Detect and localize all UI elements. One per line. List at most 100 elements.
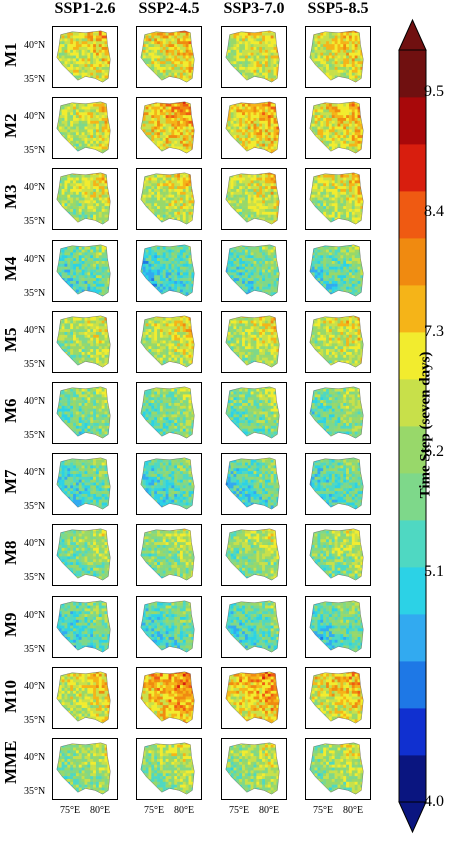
map-cell bbox=[279, 172, 282, 175]
map-cell bbox=[140, 203, 144, 207]
map-cell bbox=[188, 44, 192, 48]
map-cell bbox=[357, 152, 361, 154]
map-cell bbox=[179, 123, 184, 128]
map-cell bbox=[53, 181, 56, 184]
map-cell bbox=[328, 38, 333, 42]
map-cell bbox=[270, 41, 274, 45]
map-cell bbox=[95, 72, 100, 76]
map-cell bbox=[222, 30, 225, 33]
map-cell bbox=[270, 118, 274, 122]
map-cell bbox=[179, 44, 184, 48]
map-cell bbox=[236, 72, 240, 76]
map-cell bbox=[61, 32, 65, 36]
map-cell bbox=[259, 146, 263, 150]
map-cell bbox=[282, 187, 285, 190]
map-cell bbox=[273, 186, 277, 190]
map-cell bbox=[366, 50, 369, 53]
map-cell bbox=[250, 55, 254, 59]
map-cell bbox=[67, 58, 71, 62]
map-cell bbox=[351, 126, 355, 130]
map-cell bbox=[84, 180, 88, 184]
map-cell bbox=[87, 200, 91, 204]
map-cell bbox=[61, 38, 65, 42]
map-cell bbox=[323, 55, 327, 59]
map-cell bbox=[101, 30, 105, 33]
map-cell bbox=[177, 118, 181, 122]
map-cell bbox=[363, 70, 366, 73]
map-cell bbox=[311, 69, 315, 73]
map-cell bbox=[334, 38, 338, 42]
map-cell bbox=[142, 200, 146, 204]
map-cell bbox=[142, 132, 146, 136]
map-cell bbox=[366, 73, 369, 76]
map-cell bbox=[306, 47, 309, 50]
map-cell bbox=[113, 127, 116, 130]
map-cell bbox=[174, 44, 178, 48]
map-cell bbox=[354, 46, 358, 51]
map-cell bbox=[357, 61, 361, 65]
map-cell bbox=[247, 49, 251, 53]
map-cell bbox=[58, 223, 62, 225]
map-cell bbox=[323, 135, 327, 139]
map-cell bbox=[197, 84, 200, 86]
map-cell bbox=[61, 189, 65, 193]
map-cell bbox=[230, 141, 234, 145]
map-cell bbox=[314, 61, 318, 65]
map-cell bbox=[351, 138, 355, 142]
map-cell bbox=[151, 52, 155, 56]
map-cell bbox=[189, 169, 192, 172]
map-cell bbox=[236, 98, 239, 101]
map-cell bbox=[179, 209, 184, 213]
map-cell bbox=[70, 175, 74, 179]
map-cell bbox=[154, 203, 158, 207]
map-cell bbox=[98, 64, 102, 68]
map-cell bbox=[146, 84, 149, 86]
map-cell bbox=[113, 124, 116, 127]
map-cell bbox=[101, 203, 105, 207]
map-cell bbox=[320, 44, 324, 48]
map-cell bbox=[148, 118, 152, 122]
map-cell bbox=[270, 189, 274, 193]
map-cell bbox=[177, 30, 181, 33]
map-cell bbox=[366, 41, 369, 44]
map-cell bbox=[90, 66, 94, 71]
map-cell bbox=[357, 44, 361, 48]
map-cell bbox=[225, 173, 229, 176]
map-cell bbox=[140, 123, 144, 128]
map-cell bbox=[56, 220, 60, 224]
map-cell bbox=[230, 58, 234, 62]
map-cell bbox=[227, 38, 231, 42]
map-cell bbox=[64, 220, 68, 224]
map-cell bbox=[256, 155, 259, 157]
map-cell bbox=[101, 44, 105, 48]
map-cell bbox=[140, 215, 144, 219]
map-cell bbox=[113, 195, 116, 198]
map-cell bbox=[93, 109, 97, 113]
map-cell bbox=[267, 200, 271, 204]
map-cell bbox=[168, 126, 172, 130]
map-cell bbox=[73, 118, 77, 122]
map-cell bbox=[110, 181, 113, 184]
map-cell bbox=[338, 84, 341, 86]
map-cell bbox=[148, 58, 152, 62]
map-cell bbox=[326, 44, 330, 48]
map-cell bbox=[110, 56, 113, 59]
map-cell bbox=[328, 32, 333, 36]
map-cell bbox=[346, 66, 350, 71]
latitude-label: 35°N bbox=[24, 502, 45, 512]
map-cell bbox=[64, 98, 67, 101]
map-cell bbox=[230, 115, 234, 119]
map-cell bbox=[154, 98, 157, 101]
map-cell bbox=[326, 52, 330, 56]
map-cell bbox=[314, 72, 318, 76]
map-cell bbox=[236, 175, 240, 179]
map-cell bbox=[157, 152, 161, 154]
map-cell bbox=[233, 189, 237, 193]
map-cell bbox=[64, 183, 68, 187]
map-cell bbox=[354, 44, 358, 48]
map-cell bbox=[56, 123, 60, 128]
map-cell bbox=[311, 115, 315, 119]
map-cell bbox=[244, 189, 249, 193]
map-cell bbox=[358, 155, 361, 157]
map-cell bbox=[225, 146, 229, 150]
